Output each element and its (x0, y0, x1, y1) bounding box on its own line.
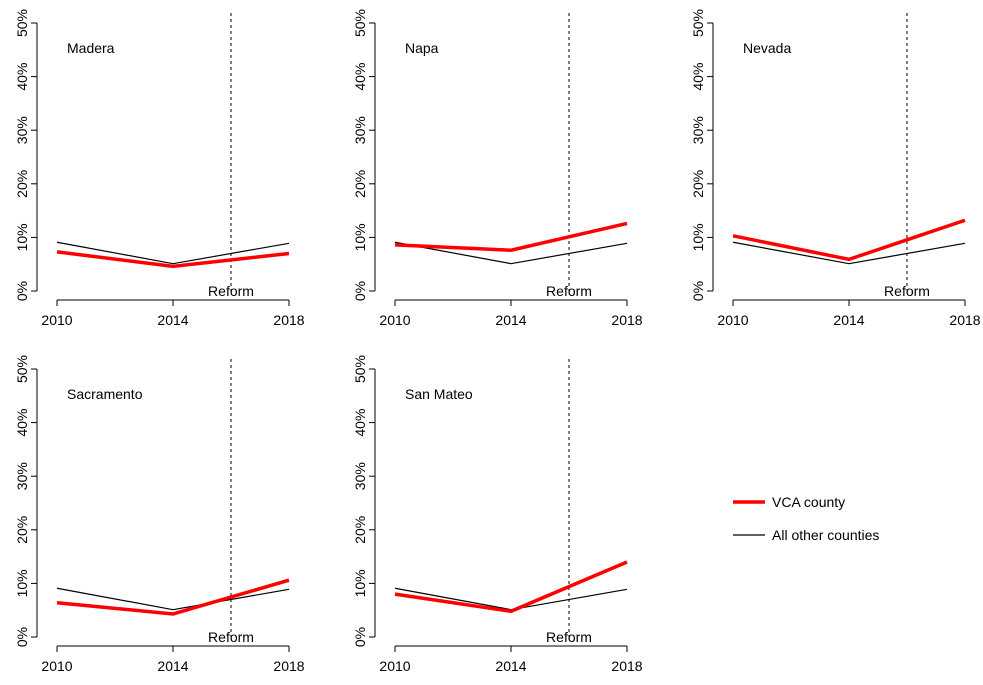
series-line (732, 241, 966, 265)
y-tick-label: 0% (352, 281, 368, 301)
y-tick-label: 50% (690, 9, 706, 37)
y-tick-label: 30% (352, 462, 368, 490)
panel-title: Sacramento (67, 386, 143, 402)
x-tick-label: 2014 (495, 312, 526, 328)
y-tick-label: 30% (14, 116, 30, 144)
y-tick-label: 20% (690, 170, 706, 198)
x-tick-label: 2014 (495, 658, 526, 674)
y-tick-label: 10% (352, 223, 368, 251)
y-tick-label: 30% (14, 462, 30, 490)
y-tick-label: 0% (14, 281, 30, 301)
series-line (56, 587, 290, 611)
x-tick-label: 2010 (41, 658, 72, 674)
x-tick-label: 2010 (41, 312, 72, 328)
y-tick-label: 10% (14, 569, 30, 597)
y-tick-label: 0% (14, 627, 30, 647)
annotation: Reform (208, 629, 254, 645)
x-tick-label: 2014 (157, 658, 188, 674)
y-tick-label: 40% (14, 409, 30, 437)
series-line (56, 578, 290, 616)
y-tick-label: 50% (14, 355, 30, 383)
series-line (56, 250, 290, 269)
x-tick-label: 2014 (157, 312, 188, 328)
panel-title: Madera (67, 40, 115, 56)
y-tick-label: 10% (14, 223, 30, 251)
series-line (394, 241, 628, 265)
y-tick-label: 50% (352, 355, 368, 383)
panel-title: San Mateo (405, 386, 473, 402)
y-tick-label: 30% (690, 116, 706, 144)
y-tick-label: 20% (352, 516, 368, 544)
x-tick-label: 2018 (273, 658, 304, 674)
y-tick-label: 20% (14, 516, 30, 544)
x-tick-label: 2018 (611, 658, 642, 674)
y-tick-label: 40% (352, 409, 368, 437)
x-tick-label: 2010 (379, 312, 410, 328)
y-tick-label: 50% (352, 9, 368, 37)
series-line (732, 218, 966, 262)
y-tick-label: 0% (352, 627, 368, 647)
x-tick-label: 2018 (273, 312, 304, 328)
panel-title: Napa (405, 40, 439, 56)
x-tick-label: 2010 (717, 312, 748, 328)
series-line (394, 221, 628, 253)
y-tick-label: 40% (14, 63, 30, 91)
x-tick-label: 2010 (379, 658, 410, 674)
series-line (394, 560, 628, 614)
y-tick-label: 40% (690, 63, 706, 91)
legend-label: VCA county (772, 494, 845, 510)
annotation: Reform (884, 283, 930, 299)
annotation: Reform (208, 283, 254, 299)
y-tick-label: 20% (352, 170, 368, 198)
series-line (56, 241, 290, 265)
annotation: Reform (546, 629, 592, 645)
y-tick-label: 10% (690, 223, 706, 251)
y-tick-label: 0% (690, 281, 706, 301)
y-tick-label: 30% (352, 116, 368, 144)
x-tick-label: 2018 (611, 312, 642, 328)
legend-label: All other counties (772, 527, 879, 543)
x-tick-label: 2014 (833, 312, 864, 328)
y-tick-label: 20% (14, 170, 30, 198)
y-tick-label: 50% (14, 9, 30, 37)
annotation: Reform (546, 283, 592, 299)
x-tick-label: 2018 (949, 312, 980, 328)
y-tick-label: 10% (352, 569, 368, 597)
panel-title: Nevada (743, 40, 791, 56)
y-tick-label: 40% (352, 63, 368, 91)
